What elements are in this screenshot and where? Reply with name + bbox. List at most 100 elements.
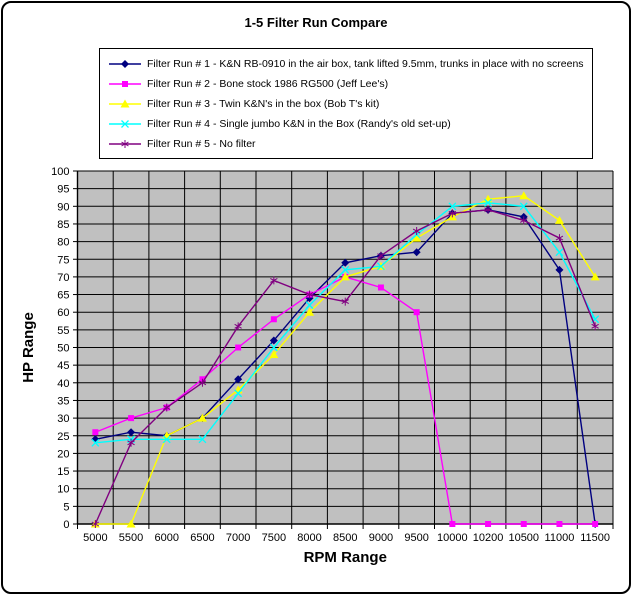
svg-text:5500: 5500 xyxy=(119,532,143,544)
marker-star xyxy=(591,322,599,331)
marker-square xyxy=(377,284,384,291)
svg-text:9000: 9000 xyxy=(369,532,393,544)
marker-star xyxy=(270,276,278,285)
marker-square xyxy=(235,344,242,351)
marker-square xyxy=(270,316,277,323)
svg-text:60: 60 xyxy=(57,307,69,319)
svg-text:8500: 8500 xyxy=(333,532,357,544)
y-axis-tick-labels: 0 5 10 15 20 25 30 35 40 45 50 55 60 65 70 75 80 85 90 95 10… xyxy=(51,166,69,531)
marker-diamond xyxy=(127,428,136,437)
marker-x xyxy=(305,301,314,310)
svg-text:7000: 7000 xyxy=(226,532,250,544)
svg-text:10200: 10200 xyxy=(473,532,504,544)
legend-item-run-5: Filter Run # 5 - No filter xyxy=(100,134,592,154)
marker-star xyxy=(555,234,564,243)
svg-text:55: 55 xyxy=(57,325,69,337)
marker-square xyxy=(128,415,135,422)
svg-text:10: 10 xyxy=(57,484,69,496)
marker-star xyxy=(448,209,457,218)
marker-star xyxy=(91,520,100,528)
marker-diamond xyxy=(269,336,278,345)
legend-item-run-1: Filter Run # 1 - K&N RB-0910 in the air … xyxy=(100,54,592,74)
marker-x xyxy=(269,343,278,352)
svg-text:5: 5 xyxy=(63,501,69,513)
marker-x xyxy=(198,435,207,444)
marker-star xyxy=(484,205,492,214)
legend-label: Filter Run # 2 - Bone stock 1986 RG500 (… xyxy=(147,78,389,90)
svg-text:0: 0 xyxy=(63,519,69,531)
svg-text:10000: 10000 xyxy=(437,532,468,544)
legend: Filter Run # 1 - K&N RB-0910 in the air … xyxy=(99,48,593,159)
x-axis-title: RPM Range xyxy=(304,549,387,566)
marker-x xyxy=(448,202,457,211)
marker-triangle xyxy=(269,350,279,359)
marker-triangle xyxy=(126,519,136,528)
legend-label: Filter Run # 5 - No filter xyxy=(147,138,256,150)
marker-x xyxy=(376,262,385,271)
marker-diamond xyxy=(121,60,129,68)
marker-x xyxy=(162,435,171,444)
svg-text:90: 90 xyxy=(57,201,69,213)
marker-triangle xyxy=(305,307,315,316)
marker-square xyxy=(592,521,599,527)
legend-diamond-marker-sample xyxy=(109,60,141,68)
marker-star xyxy=(305,290,314,299)
series-filter-run-5 xyxy=(91,205,599,528)
svg-text:80: 80 xyxy=(57,237,69,249)
marker-triangle xyxy=(197,413,207,422)
legend-label: Filter Run # 4 - Single jumbo K&N in the… xyxy=(147,118,451,130)
marker-x xyxy=(91,438,100,447)
legend-label: Filter Run # 3 - Twin K&N's in the box (… xyxy=(147,98,380,110)
marker-square xyxy=(485,521,492,527)
x-axis-tick-labels: 5000 5500 6000 6500 7000 7500 8000 8500 9000 9500… xyxy=(83,532,610,544)
gridlines xyxy=(77,170,614,524)
marker-diamond xyxy=(234,375,243,384)
svg-text:40: 40 xyxy=(57,378,69,390)
marker-triangle xyxy=(519,191,529,200)
legend-square-marker-sample xyxy=(109,81,141,87)
marker-x xyxy=(121,120,129,128)
svg-text:15: 15 xyxy=(57,466,69,478)
y-axis-title: HP Range xyxy=(20,312,37,383)
marker-triangle xyxy=(590,272,600,281)
marker-star xyxy=(121,140,129,148)
marker-triangle xyxy=(554,215,564,224)
marker-diamond xyxy=(412,248,421,257)
marker-x xyxy=(484,198,493,207)
chart-plot-area: 0 5 10 15 20 25 30 35 40 45 50 55 60 65 70 75 80 85 90 95 10… xyxy=(20,166,614,566)
marker-star xyxy=(234,322,242,331)
svg-text:6000: 6000 xyxy=(155,532,179,544)
svg-text:20: 20 xyxy=(57,448,69,460)
marker-x xyxy=(341,265,350,274)
svg-text:95: 95 xyxy=(57,184,69,196)
marker-square xyxy=(92,429,99,436)
svg-text:85: 85 xyxy=(57,219,69,231)
marker-square xyxy=(520,521,527,527)
marker-star xyxy=(163,403,171,412)
svg-text:45: 45 xyxy=(57,360,69,372)
marker-x xyxy=(519,202,528,211)
legend-label: Filter Run # 1 - K&N RB-0910 in the air … xyxy=(147,58,584,70)
svg-text:10500: 10500 xyxy=(508,532,539,544)
marker-star xyxy=(520,216,528,225)
marker-diamond xyxy=(555,265,564,274)
marker-square xyxy=(556,521,563,527)
svg-text:6500: 6500 xyxy=(190,532,214,544)
svg-text:70: 70 xyxy=(57,272,69,284)
svg-text:50: 50 xyxy=(57,343,69,355)
svg-text:5000: 5000 xyxy=(83,532,107,544)
marker-square xyxy=(413,309,420,316)
legend-star-marker-sample xyxy=(109,140,141,148)
legend-item-run-3: Filter Run # 3 - Twin K&N's in the box (… xyxy=(100,94,592,114)
marker-star xyxy=(127,438,135,447)
legend-item-run-4: Filter Run # 4 - Single jumbo K&N in the… xyxy=(100,114,592,134)
svg-text:9500: 9500 xyxy=(404,532,428,544)
legend-triangle-marker-sample xyxy=(109,99,141,108)
marker-square xyxy=(449,521,456,527)
marker-diamond xyxy=(341,258,350,267)
svg-text:30: 30 xyxy=(57,413,69,425)
svg-text:7500: 7500 xyxy=(262,532,286,544)
svg-text:25: 25 xyxy=(57,431,69,443)
marker-star xyxy=(412,227,421,236)
